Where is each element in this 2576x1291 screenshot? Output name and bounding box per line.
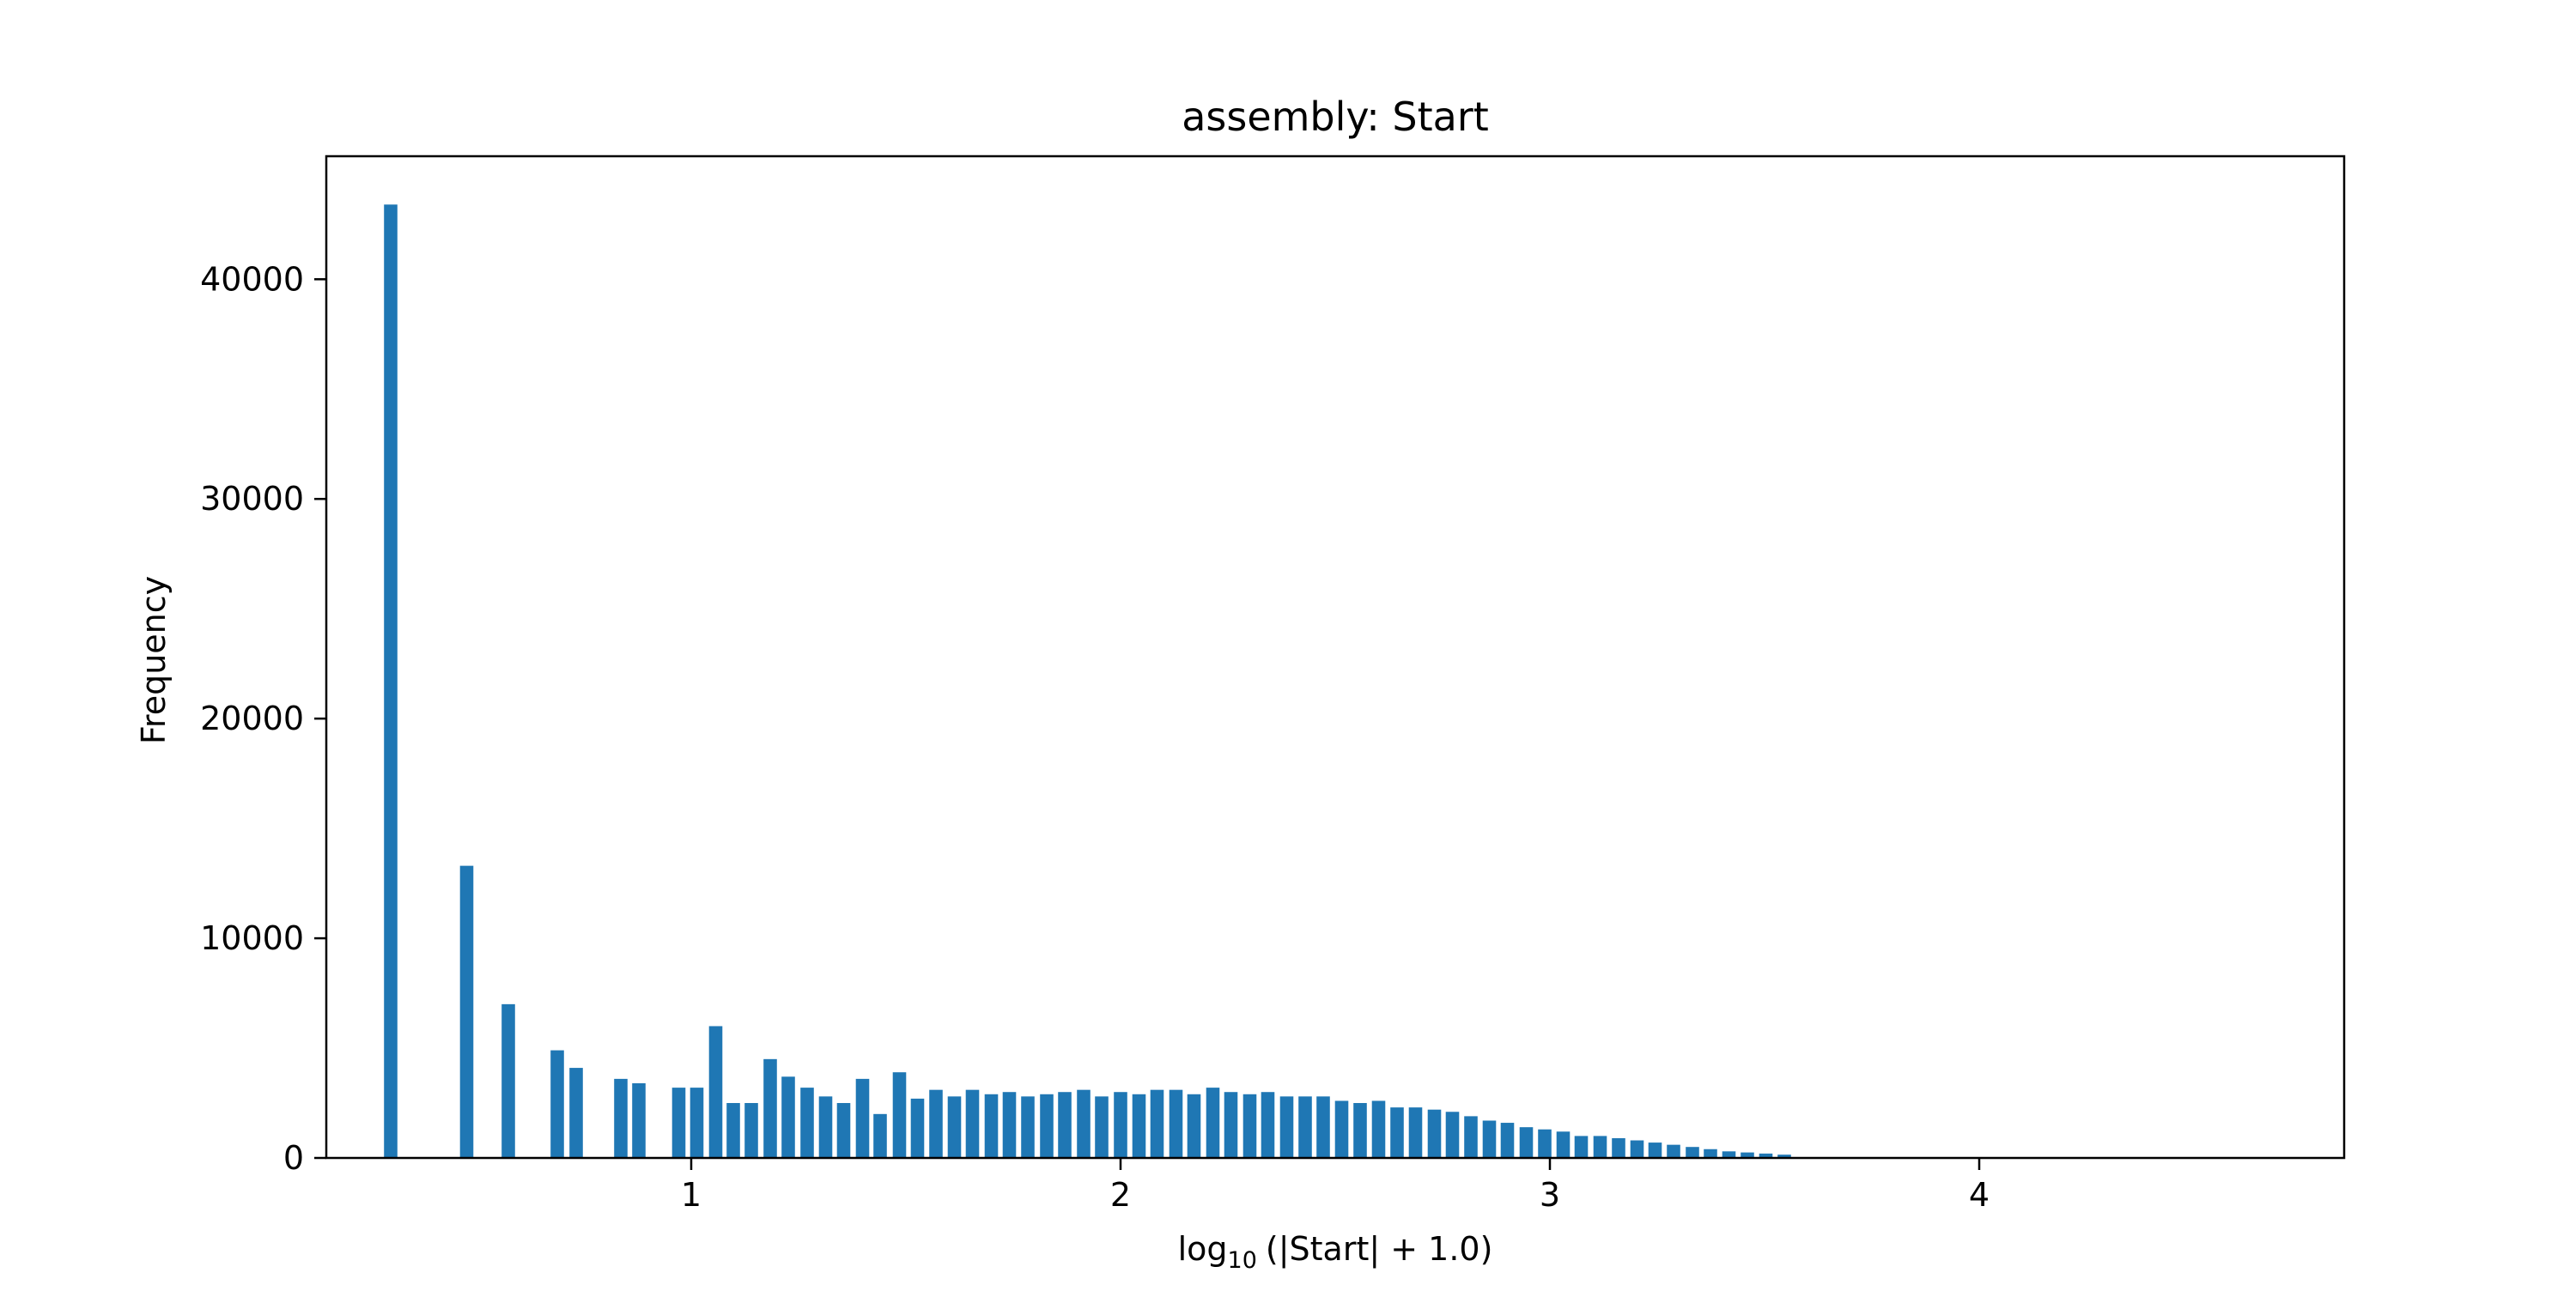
histogram-bar xyxy=(1021,1096,1035,1158)
histogram-bar xyxy=(1445,1112,1460,1158)
histogram-bar xyxy=(1353,1103,1367,1158)
y-tick-label: 40000 xyxy=(200,260,304,298)
histogram-bar xyxy=(384,204,398,1158)
x-axis-label: log10 (|Start| + 1.0) xyxy=(1178,1230,1493,1274)
histogram-bar xyxy=(632,1082,646,1158)
histogram-bar xyxy=(1040,1094,1054,1158)
histogram-bar xyxy=(1612,1137,1625,1158)
histogram-bar xyxy=(1427,1109,1442,1158)
histogram-bar xyxy=(1150,1089,1164,1158)
histogram-bar xyxy=(501,1003,515,1158)
histogram-bar xyxy=(614,1078,628,1158)
x-tick-label: 3 xyxy=(1540,1176,1560,1214)
bars-group xyxy=(384,204,1791,1159)
histogram-bar xyxy=(1686,1147,1699,1158)
histogram-bar xyxy=(1371,1100,1386,1158)
x-axis-label-subscript: 10 xyxy=(1228,1247,1257,1274)
histogram-bar xyxy=(1261,1092,1275,1158)
x-axis-label-suffix: (|Start| + 1.0) xyxy=(1266,1230,1493,1269)
x-tick-label: 2 xyxy=(1110,1176,1131,1214)
histogram-bar xyxy=(1187,1094,1201,1158)
histogram-bar xyxy=(763,1058,777,1158)
histogram-bar xyxy=(1574,1136,1589,1158)
histogram-bar xyxy=(708,1026,723,1158)
histogram-bar xyxy=(671,1088,686,1158)
y-tick-label: 10000 xyxy=(200,919,304,957)
x-axis-label-prefix: log xyxy=(1178,1230,1228,1268)
chart-title: assembly: Start xyxy=(1182,94,1489,140)
histogram-bar xyxy=(1114,1092,1127,1158)
histogram-bar xyxy=(1334,1100,1349,1158)
histogram-bar xyxy=(1667,1144,1680,1158)
histogram-bar xyxy=(965,1089,980,1158)
histogram-bar xyxy=(690,1088,704,1158)
histogram-bar xyxy=(1408,1107,1423,1158)
y-tick-label: 0 xyxy=(283,1139,304,1177)
histogram-bar xyxy=(1132,1094,1146,1158)
histogram-bar xyxy=(726,1103,740,1158)
histogram-bar xyxy=(1482,1120,1497,1158)
histogram-bar xyxy=(855,1078,870,1158)
histogram-bar xyxy=(1630,1140,1644,1158)
y-tick-label: 20000 xyxy=(200,700,304,737)
histogram-bar xyxy=(1500,1123,1515,1158)
histogram-bar xyxy=(781,1076,795,1158)
histogram-bar xyxy=(459,865,474,1159)
histogram-bar xyxy=(1077,1089,1091,1158)
histogram-bar xyxy=(947,1096,962,1158)
x-tick-label: 1 xyxy=(681,1176,702,1214)
histogram-bar xyxy=(1242,1094,1257,1158)
histogram-bar xyxy=(800,1088,814,1158)
histogram-bar xyxy=(1538,1129,1552,1158)
histogram-bar xyxy=(744,1103,758,1158)
x-axis: 1 2 3 4 xyxy=(681,1158,1990,1214)
histogram-bar xyxy=(1704,1149,1717,1158)
plot-frame xyxy=(325,155,2346,1160)
histogram-bar xyxy=(1722,1151,1736,1158)
histogram-bar xyxy=(550,1050,564,1158)
histogram-bar xyxy=(1169,1089,1183,1158)
histogram-bar xyxy=(1593,1136,1607,1158)
histogram-bar xyxy=(1298,1096,1312,1158)
histogram-bar xyxy=(1648,1143,1662,1158)
histogram-bar xyxy=(929,1089,943,1158)
histogram-bar xyxy=(1390,1107,1404,1158)
histogram-bar xyxy=(910,1098,925,1158)
histogram-bar xyxy=(1464,1116,1478,1159)
histogram-bar xyxy=(1777,1155,1791,1158)
histogram-bar xyxy=(892,1072,907,1158)
x-tick-label: 4 xyxy=(1969,1176,1990,1214)
histogram-bar xyxy=(1058,1092,1072,1158)
histogram-bar xyxy=(1556,1131,1571,1158)
histogram-bar xyxy=(1206,1088,1220,1158)
y-axis: 0 10000 20000 30000 40000 xyxy=(200,260,326,1177)
histogram-bar xyxy=(1224,1092,1238,1158)
histogram-bar xyxy=(1741,1152,1754,1158)
histogram-bar xyxy=(1279,1096,1294,1158)
histogram-bar xyxy=(1519,1127,1534,1158)
histogram-bar xyxy=(1316,1096,1330,1158)
histogram-bar xyxy=(873,1113,887,1158)
histogram-bar xyxy=(569,1068,583,1158)
histogram-bar xyxy=(1095,1096,1109,1158)
y-axis-label: Frequency xyxy=(135,576,173,744)
histogram-bar xyxy=(984,1094,999,1158)
y-tick-label: 30000 xyxy=(200,480,304,518)
histogram-bar xyxy=(836,1103,851,1158)
histogram-bar xyxy=(818,1096,833,1158)
histogram-bar xyxy=(1002,1092,1017,1158)
histogram-bar xyxy=(1759,1153,1773,1158)
